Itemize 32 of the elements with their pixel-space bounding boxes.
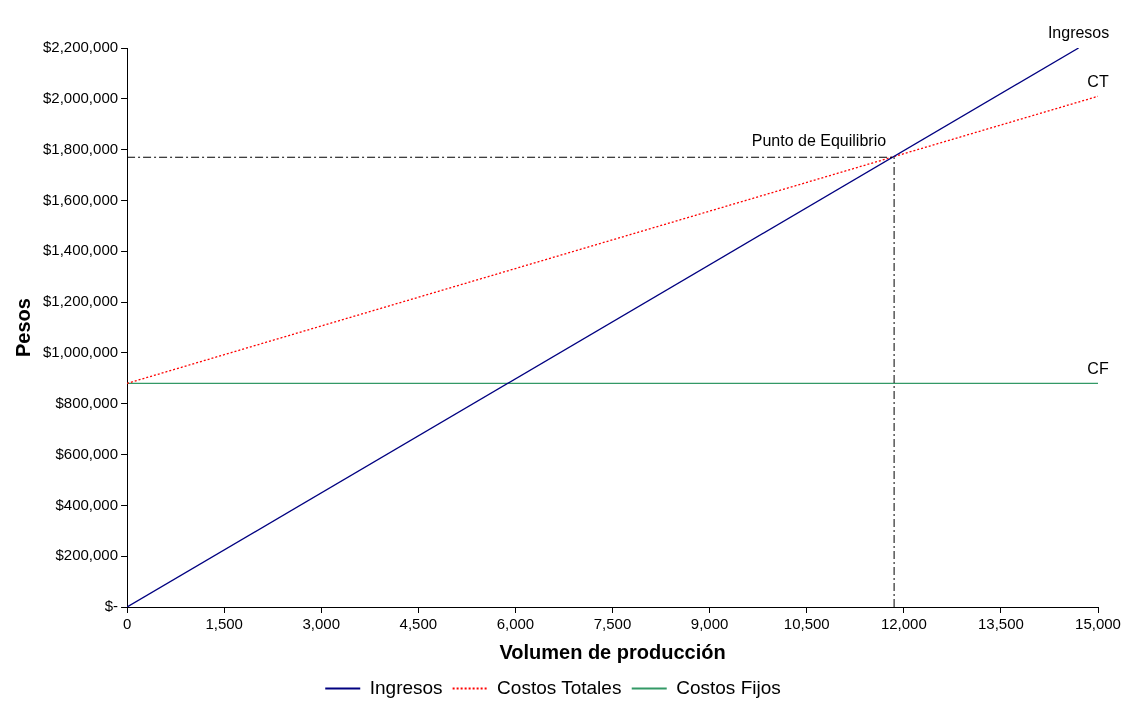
x-tick-label: 3,000 [302,615,341,633]
legend-label: Ingresos [369,676,443,698]
x-tick-label: 13,500 [977,615,1024,633]
y-axis-title: Pesos [11,298,34,357]
annotation: CF [1087,359,1109,377]
annotation: Ingresos [1047,24,1110,42]
annotation: Punto de Equilibrio [751,131,887,149]
y-tick-label: $600,000 [55,444,119,462]
x-tick-label: 1,500 [205,615,243,633]
x-tick-label: 15,000 [1075,615,1121,633]
y-tick-label: $800,000 [55,393,119,411]
y-tick-label: $2,200,000 [43,38,119,56]
x-tick-label: 0 [122,615,132,633]
y-tick-label: $1,600,000 [43,190,119,208]
x-tick-label: 9,000 [690,615,729,633]
x-tick-label: 6,000 [496,615,535,633]
legend-label: Costos Fijos [676,676,781,698]
y-tick-label: $400,000 [55,495,119,513]
x-tick-label: 10,500 [783,615,830,633]
annotation: CT [1087,72,1109,90]
x-tick-label: 12,000 [880,615,927,633]
x-tick-label: 4,500 [399,615,438,633]
y-tick-label: $1,200,000 [43,292,119,310]
y-tick-label: $1,000,000 [43,343,119,361]
y-tick-label: $- [104,597,119,615]
y-tick-label: $1,400,000 [43,241,119,259]
y-tick-label: $200,000 [55,546,119,564]
x-tick-label: 7,500 [593,615,632,633]
legend-label: Costos Totales [497,676,622,698]
y-tick-label: $1,800,000 [43,139,119,157]
y-tick-label: $2,000,000 [43,88,119,106]
x-axis-title: Volumen de producción [499,640,726,663]
